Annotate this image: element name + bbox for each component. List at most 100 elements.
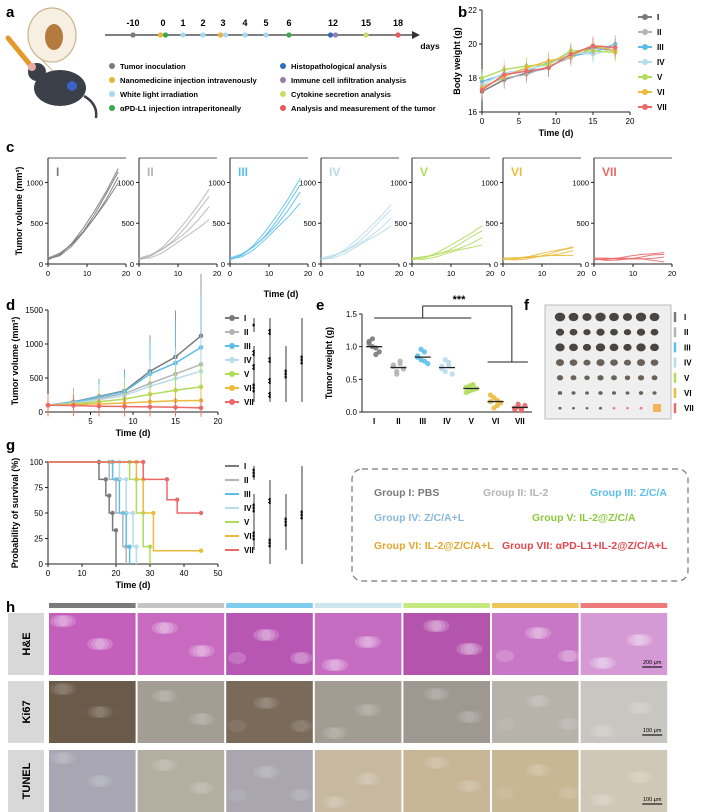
- tissue-texture: [290, 789, 309, 801]
- x-tick-label: 20: [668, 269, 676, 278]
- individual-curve: [411, 237, 483, 261]
- tissue-texture: [257, 766, 276, 778]
- x-tick-label: 20: [213, 269, 221, 278]
- group-color-bar: [226, 603, 313, 608]
- timeline-event-marker: [200, 32, 206, 38]
- tissue-texture: [196, 713, 215, 725]
- legend-label: VI: [657, 88, 665, 97]
- tissue-texture: [228, 720, 247, 732]
- legend-marker: [642, 14, 648, 20]
- y-tick-label: 0.5: [346, 375, 358, 384]
- legend-marker: [229, 315, 235, 321]
- tissue-texture: [626, 702, 645, 714]
- x-tick-label: 5: [88, 417, 93, 426]
- timeline-day-label: 15: [361, 18, 371, 28]
- group-label: I: [684, 313, 686, 322]
- legend-label: III: [657, 43, 664, 52]
- tissue-texture: [257, 697, 276, 709]
- individual-curve: [411, 244, 483, 260]
- timeline-event-marker: [363, 32, 369, 38]
- survival-curve-VII: [48, 461, 201, 514]
- group-legend-item: Group IV: Z/C/A+L: [374, 512, 465, 524]
- tumor-sample: [625, 391, 630, 395]
- timeline-event-marker: [222, 32, 229, 38]
- legend-marker: [109, 77, 115, 83]
- individual-curve: [593, 256, 665, 261]
- data-point: [421, 358, 428, 364]
- tissue-texture: [58, 615, 76, 627]
- tumor-sample: [650, 359, 659, 366]
- mouse-illustration: [5, 7, 98, 119]
- subplot-label: VII: [602, 165, 617, 179]
- timeline-event-marker: [130, 32, 136, 38]
- data-point: [373, 351, 379, 358]
- tumor-sample: [583, 329, 591, 336]
- tissue-texture: [362, 704, 381, 716]
- panel-letter-a: a: [6, 4, 15, 21]
- scalebar-label: 100 μm: [643, 728, 662, 734]
- x-tick-label: 0: [46, 269, 50, 278]
- legend-marker: [109, 91, 115, 97]
- individual-curve: [47, 171, 119, 259]
- tissue-texture: [558, 718, 576, 730]
- tumor-sample: [555, 343, 565, 352]
- x-tick-label: 0: [592, 269, 596, 278]
- tissue-texture: [58, 683, 76, 695]
- event-marker: [198, 548, 204, 553]
- tumor-sample: [597, 375, 604, 381]
- timeline-day-label: 5: [263, 18, 268, 28]
- legend-label: I: [244, 314, 246, 323]
- tumor-sample: [636, 359, 646, 367]
- data-point: [147, 404, 153, 410]
- group-label: VII: [684, 404, 694, 413]
- data-point: [463, 389, 469, 395]
- tissue-texture: [525, 627, 543, 639]
- legend-marker: [229, 371, 235, 377]
- tissue-texture: [321, 659, 340, 671]
- tissue-texture: [593, 657, 612, 669]
- tissue-texture: [562, 718, 580, 730]
- tumor-sample: [554, 312, 566, 322]
- tumor-sample: [624, 375, 631, 381]
- tumor-sample: [585, 407, 589, 410]
- individual-curve: [593, 252, 665, 260]
- group-label: III: [684, 343, 691, 352]
- event-marker: [107, 493, 112, 498]
- tissue-texture: [630, 634, 649, 646]
- tumor-sample: [568, 312, 579, 322]
- tissue-texture: [456, 711, 475, 723]
- group-legend-item: Group VII: αPD-L1+IL-2@Z/C/A+L: [502, 540, 668, 552]
- legend-label: III: [244, 490, 251, 499]
- tumor-sample: [584, 375, 590, 381]
- histology-image: [226, 750, 313, 812]
- tissue-texture: [188, 782, 207, 794]
- tissue-texture: [151, 690, 170, 702]
- data-point: [466, 383, 473, 389]
- tissue-texture: [562, 650, 580, 662]
- tissue-texture: [597, 657, 616, 669]
- event-marker: [127, 544, 132, 549]
- individual-curve: [47, 168, 119, 260]
- data-point: [96, 403, 102, 409]
- tissue-texture: [155, 759, 174, 771]
- subplot-label: I: [56, 165, 59, 179]
- legend-label: I: [657, 13, 659, 22]
- x-tick-label: 0: [410, 269, 414, 278]
- tissue-texture: [159, 690, 178, 702]
- body-weight-chart: 0 5 10 15 20 16 18 20 22 Time (d) Body weight (g) I…: [452, 6, 667, 138]
- tissue-texture: [54, 615, 72, 627]
- tissue-texture: [593, 725, 612, 737]
- tumor-sample: [596, 328, 605, 336]
- tissue-texture: [188, 713, 207, 725]
- tissue-texture: [558, 787, 576, 799]
- tissue-texture: [261, 697, 280, 709]
- event-marker: [141, 459, 146, 465]
- histology-image: [492, 681, 579, 743]
- histology-image: [314, 750, 402, 812]
- legend-label: VI: [244, 384, 252, 393]
- y-tick-label: 1000: [299, 178, 316, 187]
- legend-marker: [280, 63, 286, 69]
- tumor-sample: [569, 359, 578, 366]
- data-point: [613, 45, 618, 50]
